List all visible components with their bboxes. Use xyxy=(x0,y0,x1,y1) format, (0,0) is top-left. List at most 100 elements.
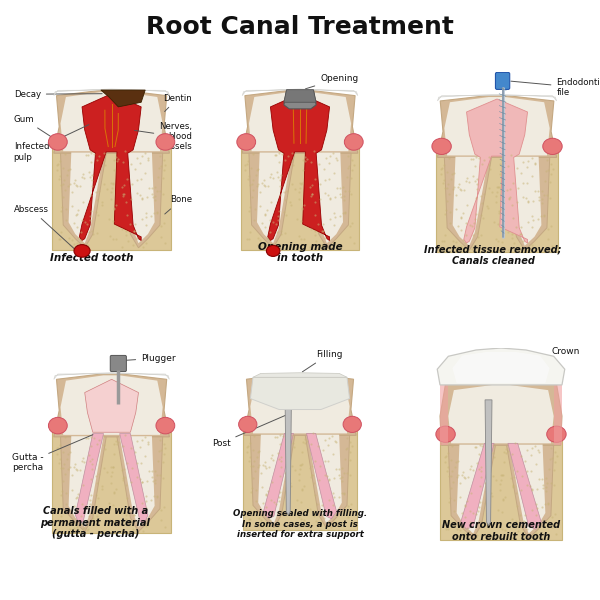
Point xyxy=(481,447,491,457)
Point xyxy=(498,470,508,479)
Point xyxy=(141,503,151,513)
Point xyxy=(157,515,166,525)
Point xyxy=(277,506,286,515)
Point xyxy=(520,517,529,526)
Point xyxy=(122,226,131,236)
Text: Nerves,
blood
vessels: Nerves, blood vessels xyxy=(134,122,192,151)
Point xyxy=(473,232,482,242)
Point xyxy=(127,478,136,487)
Point xyxy=(248,461,258,470)
Point xyxy=(446,471,456,481)
Point xyxy=(273,508,283,517)
Point xyxy=(484,443,493,453)
Point xyxy=(476,517,486,526)
Point xyxy=(287,157,297,166)
Point xyxy=(122,175,131,184)
Point xyxy=(475,482,485,491)
Point xyxy=(154,446,164,456)
Point xyxy=(546,160,556,169)
Point xyxy=(344,161,354,171)
Point xyxy=(73,524,83,534)
Point xyxy=(455,492,465,502)
Point xyxy=(464,526,474,535)
Point xyxy=(530,158,539,167)
Point xyxy=(111,235,121,244)
Point xyxy=(252,452,262,461)
Point xyxy=(320,470,329,479)
Point xyxy=(306,472,316,482)
Polygon shape xyxy=(437,96,557,157)
Point xyxy=(102,184,112,193)
Text: Gutta -
percha: Gutta - percha xyxy=(12,434,93,472)
Point xyxy=(295,194,304,203)
Point xyxy=(535,475,544,484)
Point xyxy=(272,167,282,176)
Point xyxy=(272,432,282,442)
Point xyxy=(271,499,281,509)
Point xyxy=(538,502,547,512)
Point xyxy=(484,183,494,193)
Point xyxy=(324,474,334,484)
Point xyxy=(491,197,501,207)
Point xyxy=(297,484,307,493)
Point xyxy=(111,518,121,528)
Point xyxy=(244,456,254,466)
FancyBboxPatch shape xyxy=(52,432,171,533)
Point xyxy=(67,485,77,494)
Point xyxy=(307,191,316,201)
Point xyxy=(98,484,107,493)
Point xyxy=(452,244,461,254)
Text: New crown cemented
onto rebuilt tooth: New crown cemented onto rebuilt tooth xyxy=(442,520,560,542)
Point xyxy=(455,478,464,488)
Point xyxy=(275,430,284,440)
Point xyxy=(273,215,283,225)
Point xyxy=(550,448,559,457)
Point xyxy=(263,513,272,523)
Point xyxy=(242,234,252,244)
Polygon shape xyxy=(61,376,163,435)
Point xyxy=(127,194,136,203)
Point xyxy=(150,466,160,475)
Point xyxy=(155,151,164,161)
Point xyxy=(276,170,286,180)
Point xyxy=(461,176,471,185)
Point xyxy=(280,488,289,497)
Point xyxy=(478,213,488,223)
Point xyxy=(272,520,282,530)
Point xyxy=(83,241,92,251)
Point xyxy=(147,472,157,482)
Point xyxy=(276,457,286,466)
Point xyxy=(107,467,116,476)
Point xyxy=(136,458,145,467)
Point xyxy=(265,515,275,525)
Point xyxy=(325,152,335,161)
Point xyxy=(346,190,356,199)
Point xyxy=(523,480,532,490)
Point xyxy=(455,184,465,193)
Point xyxy=(64,517,74,527)
Point xyxy=(267,478,277,487)
Point xyxy=(463,242,472,251)
Point xyxy=(448,236,458,245)
Point xyxy=(472,175,482,184)
Point xyxy=(118,475,128,485)
Text: Bone: Bone xyxy=(165,196,192,214)
Point xyxy=(531,529,541,538)
Point xyxy=(254,446,264,455)
Text: Filling: Filling xyxy=(302,350,342,372)
Point xyxy=(72,181,82,191)
Point xyxy=(451,190,460,200)
Point xyxy=(469,230,478,239)
Point xyxy=(152,207,161,217)
Point xyxy=(491,191,501,200)
Point xyxy=(497,470,507,480)
Point xyxy=(484,152,494,161)
Point xyxy=(320,457,329,466)
Text: Post: Post xyxy=(212,414,289,448)
Point xyxy=(458,467,468,476)
Point xyxy=(275,487,285,497)
Point xyxy=(313,500,322,509)
Polygon shape xyxy=(445,157,491,250)
Point xyxy=(80,217,90,227)
Point xyxy=(137,193,146,203)
